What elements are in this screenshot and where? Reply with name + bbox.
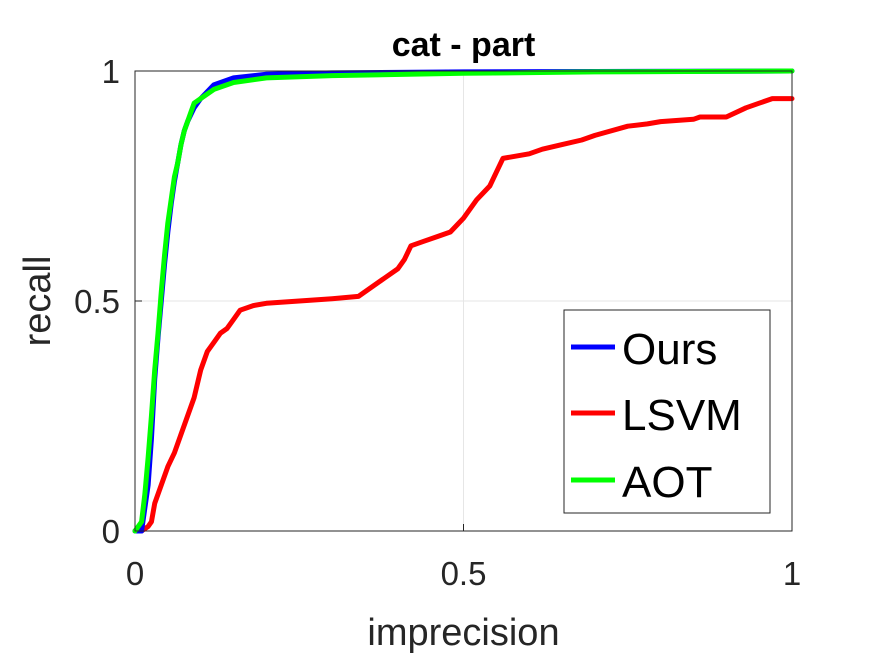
y-tick-label: 1 — [102, 53, 120, 90]
legend-label-ours: Ours — [622, 325, 717, 374]
y-tick-labels: 0 0.5 1 — [74, 53, 120, 550]
y-tick-label: 0 — [102, 513, 120, 550]
legend-label-aot: AOT — [622, 458, 712, 507]
x-tick-label: 0.5 — [441, 555, 487, 592]
series-line-aot — [132, 68, 795, 534]
legend: Ours LSVM AOT — [563, 309, 771, 514]
series-lines — [132, 68, 795, 534]
y-axis-label: recall — [17, 256, 59, 347]
x-tick-labels: 0 0.5 1 — [126, 555, 801, 592]
x-tick-label: 1 — [783, 555, 801, 592]
x-tick-label: 0 — [126, 555, 144, 592]
legend-label-lsvm: LSVM — [622, 391, 742, 440]
y-tick-label: 0.5 — [74, 283, 120, 320]
x-axis-label: imprecision — [367, 612, 559, 654]
series-line-lsvm — [132, 96, 795, 534]
tick-marks — [134, 70, 793, 532]
plot-area — [132, 68, 795, 534]
chart-title: cat - part — [392, 26, 536, 64]
